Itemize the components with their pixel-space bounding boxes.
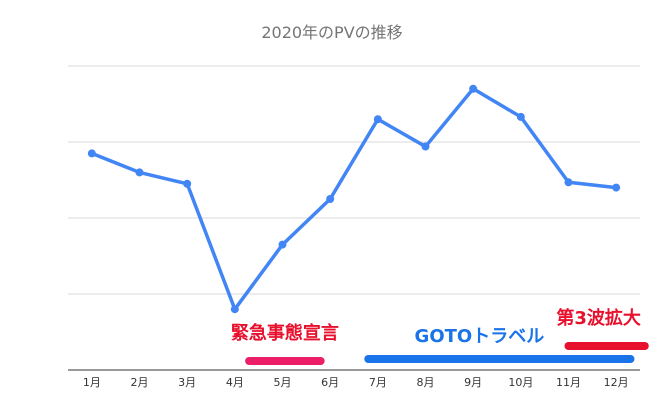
data-point: [183, 179, 192, 188]
data-point: [516, 112, 525, 121]
annotation-label: 緊急事態宣言: [231, 322, 339, 344]
annotation-label: GOTOトラベル: [415, 326, 545, 347]
data-point: [564, 178, 573, 187]
x-tick-label: 3月: [178, 376, 196, 389]
data-point: [230, 305, 239, 314]
x-tick-label: 7月: [369, 376, 387, 389]
data-point: [612, 183, 621, 192]
x-tick-label: 4月: [226, 376, 244, 389]
chart-title: 2020年のPVの推移: [261, 23, 402, 42]
data-point: [278, 240, 287, 249]
x-tick-label: 10月: [508, 376, 533, 389]
data-point: [87, 149, 96, 158]
x-tick-label: 11月: [556, 376, 581, 389]
data-point: [135, 168, 144, 177]
x-tick-label: 6月: [321, 376, 339, 389]
x-tick-label: 9月: [464, 376, 482, 389]
x-tick-label: 1月: [83, 376, 101, 389]
x-tick-label: 5月: [274, 376, 292, 389]
gridlines: [68, 65, 640, 371]
x-tick-label: 12月: [604, 376, 629, 389]
series-line-pv: [87, 84, 621, 314]
x-tick-label: 2月: [131, 376, 149, 389]
annotation-label: 第3波拡大: [556, 307, 641, 329]
x-tick-label: 8月: [417, 376, 435, 389]
data-point: [421, 142, 430, 151]
data-point: [373, 115, 382, 124]
series-line: [91, 87, 617, 311]
data-point: [469, 84, 478, 93]
data-point: [326, 195, 335, 203]
x-axis-tick-labels: 1月 2月 3月 4月 5月 6月 7月 8月 9月 10月 11月 12月: [83, 376, 629, 389]
